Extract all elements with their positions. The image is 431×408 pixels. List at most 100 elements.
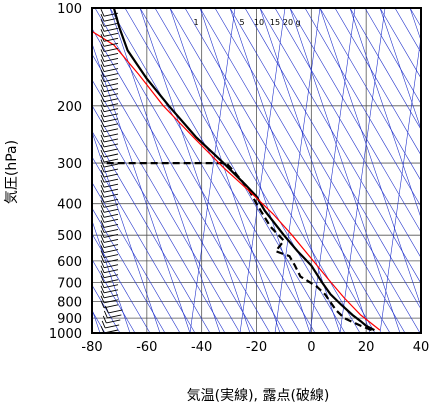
x-tick-label: -20: [246, 340, 267, 355]
wind-barb: [103, 103, 119, 108]
wind-barb: [103, 259, 119, 264]
wind-barb: [103, 108, 119, 113]
wind-barb-flag: [100, 74, 105, 82]
wind-barb-flag: [100, 89, 105, 97]
dry-adiabat-line: [349, 8, 421, 131]
wind-barb-flag: [100, 280, 105, 288]
y-tick-label: 500: [57, 229, 82, 244]
wind-barb-flag: [100, 300, 105, 309]
x-tick-label: -80: [81, 340, 102, 355]
wind-barb-flag: [100, 39, 105, 47]
mixing-ratio-labels: 1 5 10 15 20 g: [193, 18, 300, 27]
wind-barb-flag: [100, 164, 105, 173]
wind-barb: [103, 208, 119, 213]
wind-barb: [106, 319, 121, 324]
dry-adiabat-line: [169, 8, 361, 333]
wind-barb-flag: [100, 255, 105, 263]
mixing-ratio-label: 15: [270, 18, 280, 27]
dry-adiabat-line: [139, 8, 331, 333]
wind-barb: [103, 254, 119, 259]
wind-barb: [107, 314, 122, 319]
x-tick-label: 20: [358, 340, 375, 355]
wind-barb: [103, 228, 119, 233]
dry-adiabat-line: [154, 8, 346, 333]
wind-barb: [103, 12, 119, 17]
x-axis-label: 気温(実線), 露点(破線): [187, 388, 330, 404]
wind-barb: [105, 324, 120, 329]
dry-adiabat-line: [304, 8, 421, 208]
wind-barb-flag: [100, 179, 105, 188]
wind-barbs: [100, 9, 123, 334]
wind-barb-flag: [100, 169, 105, 178]
wind-barb: [103, 123, 119, 128]
wind-barb: [103, 279, 119, 284]
dry-adiabat-line: [94, 8, 286, 333]
mixing-ratio-line: [239, 8, 286, 333]
wind-barb: [103, 93, 119, 98]
temperature-line: [112, 8, 375, 332]
wind-barb-flag: [100, 174, 105, 183]
wind-barb: [103, 22, 119, 27]
plot-frame: [91, 7, 422, 334]
wind-barb: [103, 223, 119, 228]
moist-adiabat-line: [229, 8, 341, 333]
wind-barb-flag: [100, 59, 105, 67]
wind-barb: [103, 128, 119, 133]
dry-adiabat-line: [319, 8, 421, 182]
mixing-ratio-label: g: [295, 18, 300, 27]
wind-barb: [103, 63, 119, 67]
wind-barb-flag: [100, 94, 105, 102]
wind-barb: [103, 158, 119, 163]
wind-barb: [103, 113, 119, 118]
moist-adiabat-line: [289, 8, 401, 333]
wind-barb-flag: [100, 104, 105, 112]
dewpoint-line: [103, 162, 373, 332]
mixing-ratio-line: [189, 8, 236, 333]
wind-barb-flag: [100, 19, 105, 27]
wind-barb-flag: [100, 34, 105, 42]
wind-barb: [103, 58, 119, 62]
wind-barb-flag: [100, 79, 105, 87]
dry-adiabat-line: [92, 207, 166, 333]
dry-adiabat-line: [92, 130, 211, 333]
wind-barb: [103, 294, 119, 299]
wind-barb-flag: [100, 290, 105, 298]
wind-barb-flag: [100, 119, 105, 128]
wind-barb: [103, 249, 119, 253]
x-tick-label: -60: [136, 340, 157, 355]
wind-barb-flag: [100, 54, 105, 62]
dry-adiabat-line: [92, 27, 271, 333]
wind-barb: [103, 83, 119, 88]
wind-barb: [103, 274, 119, 279]
dry-adiabat-line: [259, 8, 421, 284]
mixing-ratio-line: [379, 34, 421, 333]
wind-barb-flag: [100, 185, 105, 193]
dry-adiabat-line: [244, 8, 421, 310]
wind-barb: [103, 118, 119, 123]
wind-barb-flag: [100, 220, 105, 228]
wind-barb: [103, 73, 119, 77]
wind-barb-flag: [100, 270, 105, 278]
wind-barb-flag: [100, 230, 105, 238]
wind-barb-flag: [100, 69, 105, 77]
wind-barb: [103, 168, 119, 173]
parcel-line: [92, 30, 381, 331]
dry-adiabat-line: [92, 53, 256, 333]
wind-barb: [103, 17, 119, 22]
dry-adiabat-line: [124, 8, 316, 333]
dry-adiabat-line: [425, 8, 431, 333]
wind-barb-flag: [100, 134, 105, 143]
wind-barb: [103, 163, 119, 168]
wind-barb: [103, 32, 119, 37]
wind-barb: [103, 284, 119, 289]
wind-barb-flag: [100, 245, 105, 253]
moist-adiabat-line: [92, 219, 131, 333]
wind-barb-flag: [100, 109, 105, 117]
dry-adiabat-line: [184, 8, 376, 333]
wind-barb-flag: [100, 295, 105, 304]
wind-barb: [103, 299, 119, 304]
wind-barb-flag: [100, 285, 105, 293]
mixing-ratio-line: [274, 8, 321, 333]
dry-adiabat-line: [92, 258, 136, 333]
wind-barb-flag: [100, 210, 105, 218]
